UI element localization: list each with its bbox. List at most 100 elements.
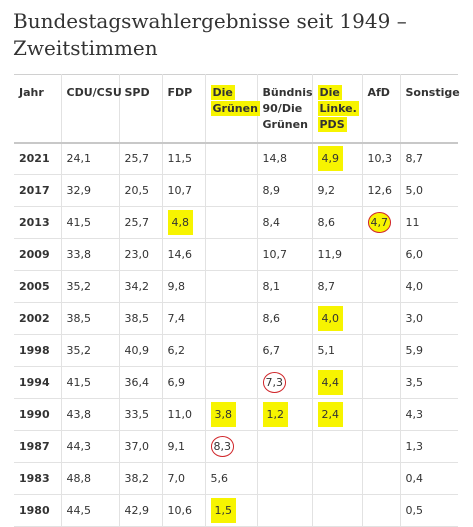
table-row: 1998 35,2 40,9 6,2 6,7 5,1 5,9 <box>14 334 458 367</box>
column-header-7: Die Linke. PDS <box>312 74 363 144</box>
table-body: 2021 24,1 25,7 11,5 14,8 4,9 10,3 8,7 2017 32,9 20… <box>14 142 458 527</box>
result-cell <box>312 462 363 495</box>
result-cell: 1,2 <box>257 398 313 431</box>
result-cell: 14,8 <box>257 142 313 175</box>
year-cell: 2009 <box>14 238 62 271</box>
highlighted-value: 1,2 <box>262 402 288 427</box>
table-row: 2021 24,1 25,7 11,5 14,8 4,9 10,3 8,7 <box>14 142 458 175</box>
result-cell: 8,7 <box>400 142 458 175</box>
result-cell <box>205 270 258 303</box>
year-cell: 1990 <box>14 398 62 431</box>
highlighted-value: 3,8 <box>210 402 236 427</box>
result-cell: 38,5 <box>119 302 163 335</box>
page-title: Bundestagswahlergebnisse seit 1949 – Zwe… <box>13 9 407 60</box>
column-header-text: SPD <box>124 86 150 99</box>
result-cell <box>205 142 258 175</box>
result-cell <box>205 302 258 335</box>
result-cell: 3,0 <box>400 302 458 335</box>
highlighted-value: 4,9 <box>317 146 343 172</box>
column-header-text: Linke. <box>317 101 359 116</box>
result-cell: 11,9 <box>312 238 363 271</box>
result-cell: 4,4 <box>312 366 363 399</box>
table-row: 2017 32,9 20,5 10,7 8,9 9,2 12,6 5,0 <box>14 174 458 207</box>
result-cell: 25,7 <box>119 142 163 175</box>
result-cell: 38,5 <box>61 302 120 335</box>
result-cell: 24,1 <box>61 142 120 175</box>
year-cell: 2005 <box>14 270 62 303</box>
result-cell: 4,0 <box>400 270 458 303</box>
column-header-6: Bündnis 90/Die Grünen <box>257 74 313 144</box>
result-cell <box>257 430 313 463</box>
result-cell: 25,7 <box>119 206 163 239</box>
year-cell: 2002 <box>14 302 62 335</box>
result-cell: 1,3 <box>400 430 458 463</box>
result-cell: 12,6 <box>362 174 401 207</box>
result-cell <box>362 398 401 431</box>
result-cell <box>205 206 258 239</box>
result-cell: 8,6 <box>312 206 363 239</box>
year-cell: 1983 <box>14 462 62 495</box>
year-cell: 1980 <box>14 494 62 527</box>
result-cell: 6,0 <box>400 238 458 271</box>
result-cell: 32,9 <box>61 174 120 207</box>
result-cell <box>362 366 401 399</box>
result-cell: 8,3 <box>205 430 258 463</box>
year-cell: 1987 <box>14 430 62 463</box>
result-cell: 43,8 <box>61 398 120 431</box>
result-cell: 8,7 <box>312 270 363 303</box>
election-results-table: Jahr CDU/CSU SPD FDP Die Grünen Bündnis 90/Die G… <box>14 74 460 527</box>
result-cell: 1,5 <box>205 494 258 527</box>
result-cell: 41,5 <box>61 206 120 239</box>
circled-value: 7,3 <box>262 372 286 393</box>
result-cell <box>362 462 401 495</box>
result-cell: 37,0 <box>119 430 163 463</box>
result-cell: 20,5 <box>119 174 163 207</box>
result-cell: 4,3 <box>400 398 458 431</box>
result-cell <box>362 270 401 303</box>
year-cell: 2013 <box>14 206 62 239</box>
result-cell: 9,8 <box>162 270 206 303</box>
result-cell: 36,4 <box>119 366 163 399</box>
result-cell: 7,4 <box>162 302 206 335</box>
column-header-3: SPD <box>119 74 163 144</box>
result-cell <box>362 494 401 527</box>
result-cell: 5,9 <box>400 334 458 367</box>
result-cell: 3,8 <box>205 398 258 431</box>
circled-value: 4,7 <box>367 212 391 233</box>
result-cell: 4,0 <box>312 302 363 335</box>
result-cell: 4,7 <box>362 206 401 239</box>
result-cell: 40,9 <box>119 334 163 367</box>
year-cell: 2021 <box>14 142 62 175</box>
result-cell: 10,7 <box>257 238 313 271</box>
column-header-text: 90/Die <box>262 102 303 115</box>
result-cell <box>362 430 401 463</box>
column-header-text: Die <box>210 85 235 100</box>
result-cell <box>257 494 313 527</box>
table-row: 1994 41,5 36,4 6,9 7,3 4,4 3,5 <box>14 366 458 399</box>
result-cell <box>362 238 401 271</box>
highlighted-value: 4,0 <box>317 306 343 331</box>
result-cell: 7,0 <box>162 462 206 495</box>
column-header-text: Die <box>317 85 342 100</box>
table-row: 2002 38,5 38,5 7,4 8,6 4,0 3,0 <box>14 302 458 335</box>
result-cell: 6,9 <box>162 366 206 399</box>
header-row: Jahr CDU/CSU SPD FDP Die Grünen Bündnis 90/Die G… <box>14 74 460 144</box>
result-cell: 48,8 <box>61 462 120 495</box>
column-header-text: Sonstige <box>405 86 460 99</box>
result-cell: 4,9 <box>312 142 363 175</box>
result-cell: 8,1 <box>257 270 313 303</box>
column-header-5: Die Grünen <box>205 74 260 144</box>
column-header-text: AfD <box>367 86 390 99</box>
result-cell: 5,0 <box>400 174 458 207</box>
result-cell: 33,8 <box>61 238 120 271</box>
result-cell <box>362 334 401 367</box>
highlighted-value: 4,8 <box>167 210 193 235</box>
year-cell: 1998 <box>14 334 62 367</box>
column-header-text: CDU/CSU <box>66 86 122 99</box>
column-header-2: CDU/CSU <box>61 74 122 144</box>
result-cell: 11 <box>400 206 458 239</box>
result-cell: 34,2 <box>119 270 163 303</box>
circled-value: 8,3 <box>210 436 234 457</box>
result-cell <box>362 302 401 335</box>
result-cell: 10,6 <box>162 494 206 527</box>
